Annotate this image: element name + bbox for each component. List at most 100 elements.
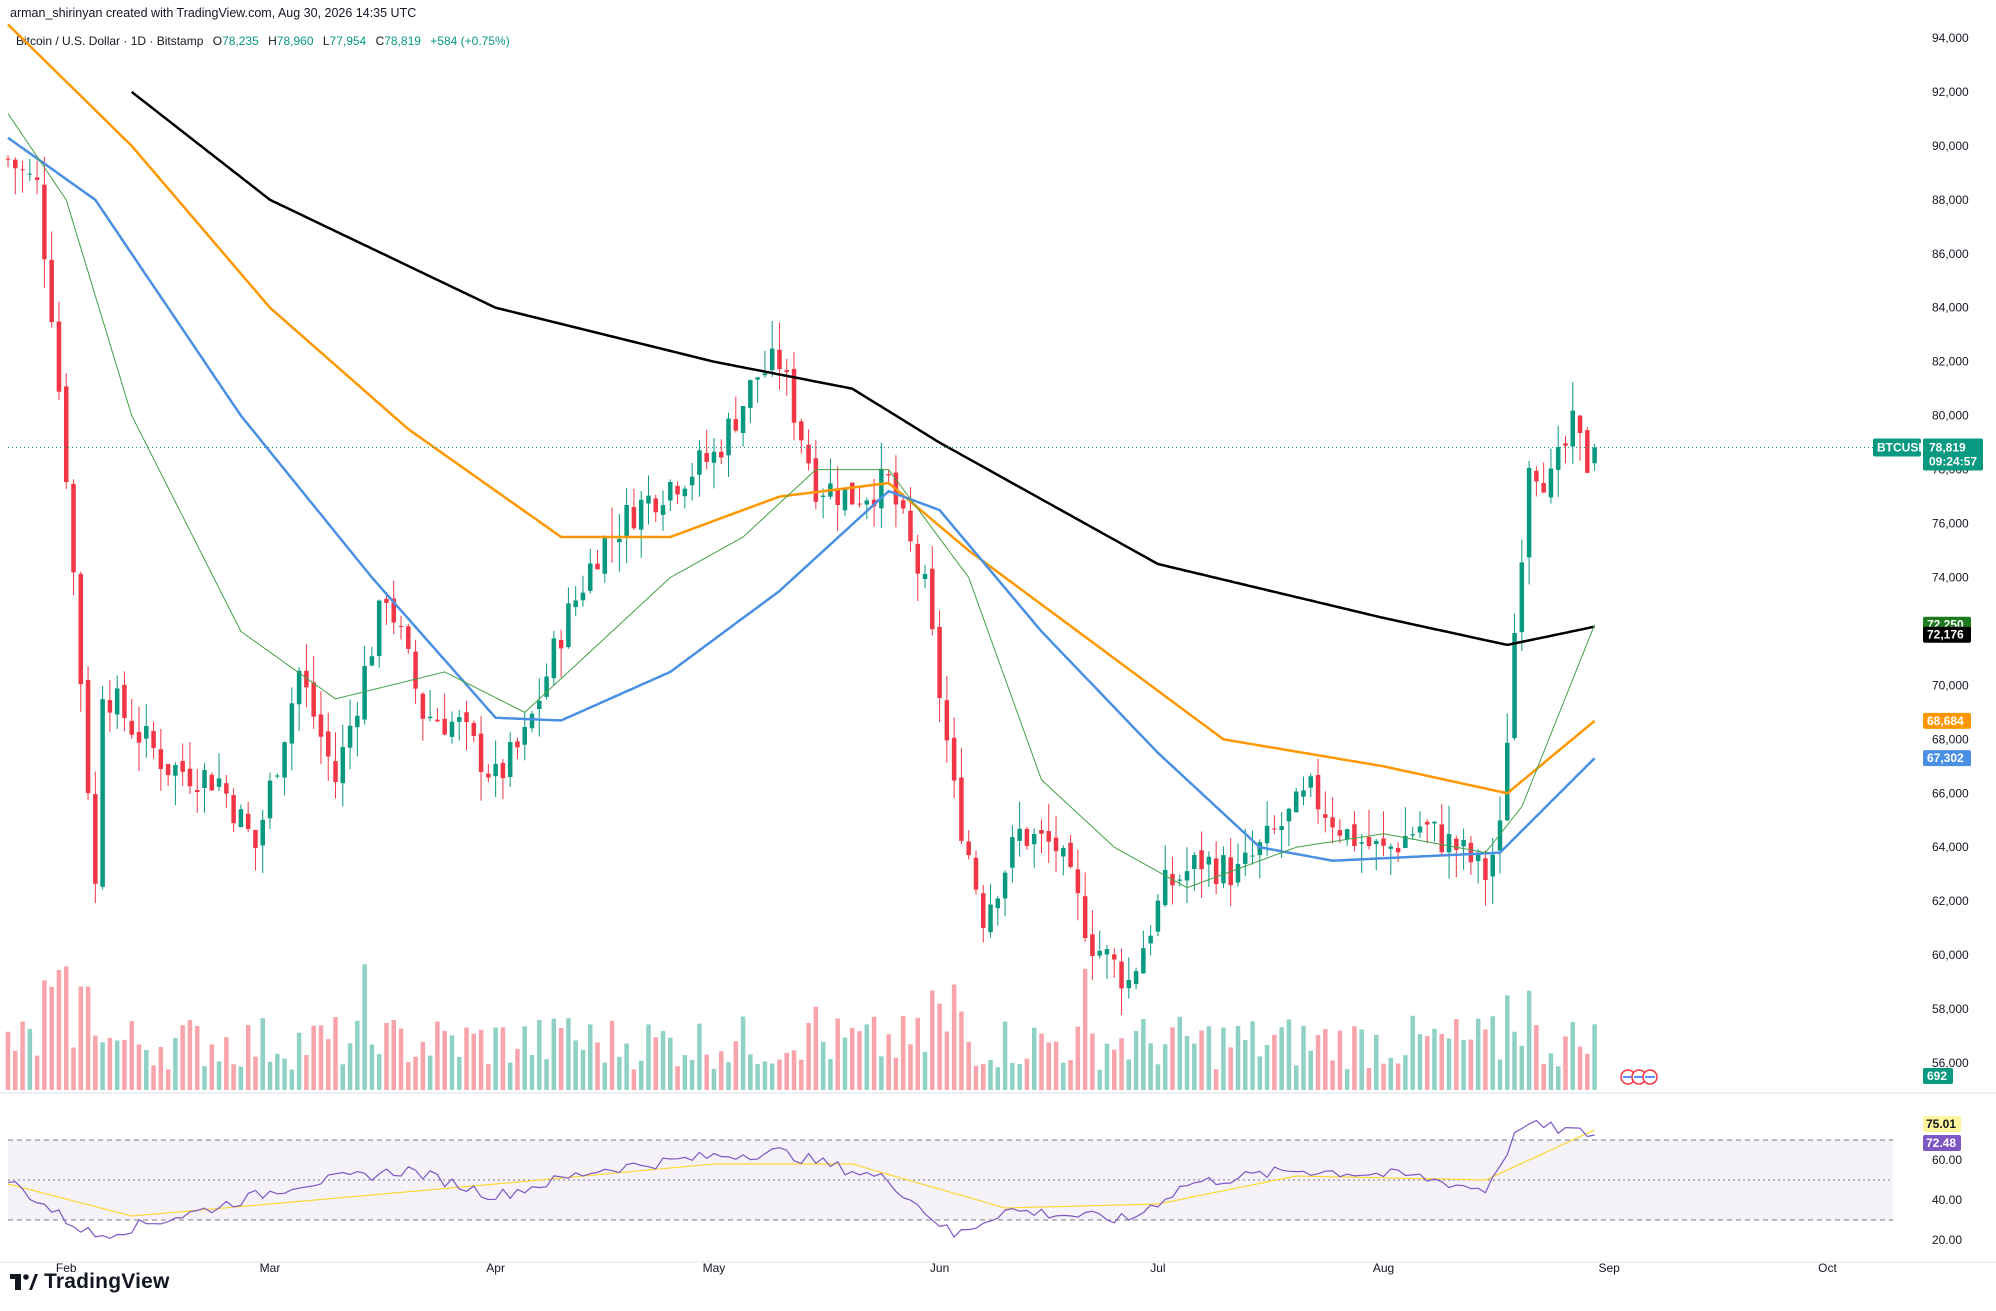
moving-average-line bbox=[7, 136, 1596, 862]
candle bbox=[100, 699, 105, 887]
candle bbox=[886, 474, 891, 476]
volume-bar bbox=[165, 1069, 171, 1090]
volume-bar bbox=[1010, 1062, 1015, 1090]
volume-bar bbox=[1097, 1069, 1102, 1090]
candle bbox=[85, 680, 91, 794]
volume-bar bbox=[1046, 1042, 1052, 1090]
candle bbox=[1526, 467, 1532, 558]
candle bbox=[1475, 853, 1481, 862]
volume-bar bbox=[988, 1059, 993, 1090]
volume-bar bbox=[1126, 1059, 1132, 1090]
volume-bar bbox=[595, 1042, 600, 1090]
volume-bar bbox=[1264, 1044, 1270, 1090]
volume-bar bbox=[777, 1059, 782, 1090]
volume-bar bbox=[915, 1017, 921, 1090]
candle bbox=[1541, 483, 1546, 493]
volume-bar bbox=[136, 1044, 142, 1090]
volume-bar bbox=[391, 1019, 396, 1090]
moving-averages bbox=[7, 23, 1596, 889]
volume-bar bbox=[1111, 1049, 1117, 1090]
volume-bar bbox=[1570, 1022, 1576, 1090]
volume-bar bbox=[471, 1033, 477, 1090]
candle bbox=[1264, 825, 1270, 844]
volume-bar bbox=[1279, 1027, 1284, 1090]
volume-bar bbox=[689, 1060, 695, 1090]
rsi-line bbox=[7, 1119, 1595, 1240]
volume-bar bbox=[930, 990, 935, 1090]
rsi-tag-background bbox=[1923, 1135, 1961, 1152]
volume-bar bbox=[202, 1066, 207, 1090]
candle bbox=[165, 764, 171, 776]
price-axis-tick-label: 66,000 bbox=[1932, 786, 1969, 800]
volume-bar bbox=[63, 966, 69, 1090]
volume-bar bbox=[697, 1023, 702, 1090]
volume-bar bbox=[1286, 1019, 1292, 1090]
candle bbox=[937, 626, 942, 698]
volume-bar bbox=[93, 1035, 98, 1090]
candle bbox=[406, 626, 411, 649]
volume-bar bbox=[1410, 1015, 1415, 1090]
candle bbox=[653, 498, 658, 513]
candle bbox=[1555, 447, 1561, 470]
volume-bar bbox=[114, 1040, 120, 1090]
volume-bar bbox=[194, 1025, 200, 1090]
candle bbox=[267, 780, 273, 819]
volume-bar bbox=[173, 1037, 178, 1090]
volume-bar bbox=[1475, 1018, 1481, 1090]
candle bbox=[507, 742, 513, 777]
volume-bar bbox=[245, 1024, 251, 1090]
candle bbox=[638, 499, 644, 530]
volume-bar bbox=[1199, 1030, 1204, 1090]
volume-bar bbox=[282, 1058, 287, 1090]
volume-bar bbox=[784, 1052, 790, 1090]
candle bbox=[56, 321, 62, 392]
volume-bar bbox=[1330, 1060, 1335, 1090]
volume-bar bbox=[1272, 1034, 1277, 1090]
chart-author-header: arman_shirinyan created with TradingView… bbox=[10, 6, 417, 20]
candle bbox=[733, 419, 739, 431]
volume-bar bbox=[1585, 1053, 1590, 1090]
volume-bar bbox=[551, 1018, 557, 1090]
candle bbox=[1359, 842, 1364, 844]
volume-bar bbox=[1235, 1026, 1241, 1090]
candle bbox=[1570, 410, 1576, 447]
candle bbox=[376, 600, 382, 657]
candle bbox=[471, 722, 477, 736]
candle bbox=[522, 727, 527, 745]
candle bbox=[493, 763, 498, 777]
volume-bar bbox=[1141, 1019, 1146, 1090]
time-axis-tick-label: Apr bbox=[486, 1261, 505, 1275]
candle bbox=[515, 741, 520, 748]
volume-bar bbox=[449, 1035, 455, 1090]
candle bbox=[1388, 846, 1394, 849]
candle bbox=[1068, 842, 1073, 867]
candle bbox=[1090, 934, 1095, 957]
candle bbox=[63, 386, 69, 483]
candle bbox=[1235, 863, 1241, 883]
candle bbox=[5, 158, 11, 160]
tradingview-logo[interactable]: TradingView bbox=[10, 1270, 170, 1294]
volume-bar bbox=[828, 1058, 833, 1090]
volume-bar bbox=[864, 1024, 870, 1090]
volume-bar bbox=[5, 1031, 11, 1090]
volume-bar bbox=[1534, 1025, 1539, 1090]
candle bbox=[813, 458, 819, 502]
candle bbox=[1592, 447, 1597, 464]
volume-bar bbox=[27, 1028, 33, 1090]
candle bbox=[1293, 791, 1299, 813]
volume-bar bbox=[1039, 1033, 1044, 1090]
candle bbox=[769, 348, 775, 371]
candle bbox=[908, 510, 913, 542]
candle bbox=[704, 453, 709, 462]
time-axis-tick-label: Mar bbox=[260, 1261, 281, 1275]
candle bbox=[1250, 855, 1255, 857]
candle bbox=[1111, 954, 1117, 960]
candle bbox=[995, 898, 1001, 909]
volume-bar bbox=[857, 1031, 862, 1090]
volume-bar bbox=[1548, 1053, 1554, 1090]
time-axis-tick-label: Oct bbox=[1818, 1261, 1837, 1275]
candle bbox=[1162, 869, 1168, 906]
volume-bars bbox=[5, 964, 1597, 1090]
volume-bar bbox=[1359, 1029, 1364, 1090]
